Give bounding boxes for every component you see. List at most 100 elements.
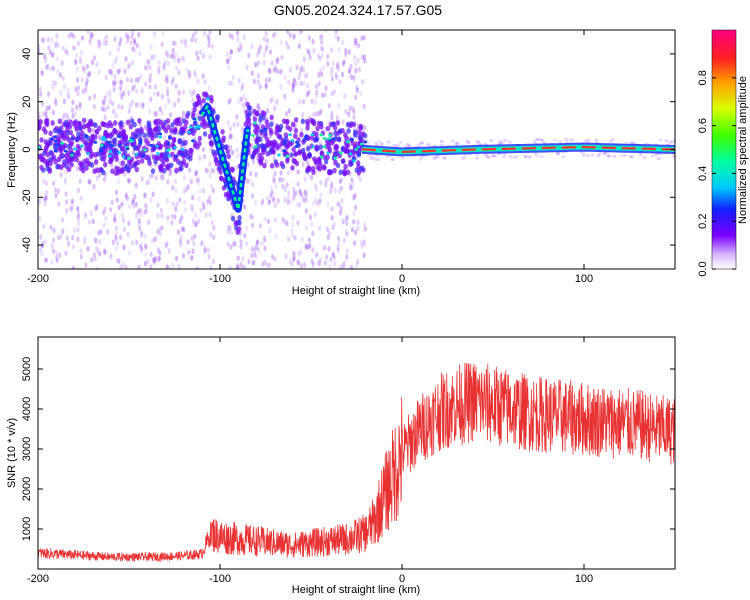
x-tick-label: 100	[575, 273, 593, 285]
spectrogram-speck	[207, 42, 211, 48]
spectrogram-speck	[131, 199, 135, 206]
spectrogram-speck	[345, 220, 349, 227]
spectrogram-speck	[143, 64, 148, 71]
spectrogram-speck	[308, 214, 312, 221]
spectrogram-peak	[54, 139, 58, 143]
spectrogram-peak	[53, 135, 58, 139]
spectrogram-speck	[38, 197, 42, 204]
spectrogram-speck	[354, 67, 358, 74]
spectrogram-speck	[294, 80, 298, 87]
spectrogram-speck	[127, 178, 132, 184]
spectrogram-speck	[320, 92, 325, 99]
spectrogram-halo	[540, 138, 545, 142]
spectrogram-speck	[361, 78, 365, 85]
spectrogram-speck	[51, 79, 55, 86]
spectrogram-speck	[187, 249, 191, 256]
spectrogram-speck	[115, 197, 119, 203]
spectrogram-speck	[133, 193, 137, 200]
spectrogram-band-speck	[153, 119, 158, 126]
spectrogram-speck	[40, 70, 44, 77]
spectrogram-speck	[149, 151, 153, 158]
spectrogram-speck	[88, 70, 92, 77]
spectrogram-speck	[173, 56, 177, 63]
spectrogram-halo	[398, 141, 403, 145]
spectrogram-speck	[292, 256, 296, 262]
spectrogram-speck	[296, 201, 300, 208]
spectrogram-band-speck	[284, 136, 289, 142]
spectrogram-speck	[253, 61, 258, 68]
spectrogram-speck	[264, 30, 268, 37]
spectrogram-band-speck	[103, 122, 108, 128]
spectrogram-speck	[276, 56, 280, 63]
spectrogram-speck	[330, 66, 334, 73]
spectrogram-speck	[75, 52, 79, 59]
spectrogram-speck	[124, 264, 128, 269]
spectrogram-band-speck	[113, 148, 119, 154]
spectrogram-band-speck	[207, 133, 213, 140]
spectrogram-band-speck	[120, 130, 126, 137]
spectrogram-band-speck	[133, 161, 138, 167]
spectrogram-speck	[193, 72, 197, 79]
spectrogram-speck	[174, 83, 178, 90]
spectrogram-speck	[124, 193, 128, 200]
spectrogram-band-speck	[255, 147, 260, 153]
spectrogram-halo	[490, 154, 495, 158]
spectrogram-halo	[527, 155, 532, 159]
spectrogram-band-speck	[223, 144, 228, 151]
spectrogram-peak	[63, 149, 68, 153]
spectrogram-speck	[135, 239, 139, 246]
spectrogram-halo	[656, 157, 661, 161]
spectrogram-halo	[379, 142, 384, 146]
spectrogram-speck	[255, 240, 259, 246]
spectrogram-speck	[206, 33, 210, 40]
spectrogram-band-speck	[120, 160, 126, 166]
spectrogram-speck	[352, 218, 356, 225]
spectrogram-band-speck	[214, 156, 219, 163]
spectrogram-band-speck	[260, 143, 265, 149]
spectrogram-speck	[251, 260, 255, 266]
spectrogram-speck	[96, 248, 100, 254]
spectrogram-speck	[355, 87, 359, 94]
spectrogram-band-speck	[220, 128, 225, 135]
spectrogram-speck	[270, 253, 275, 260]
spectrogram-speck	[134, 77, 138, 84]
spectrogram-speck	[128, 203, 132, 210]
spectrogram-speck	[79, 49, 84, 56]
spectrogram-speck	[67, 33, 71, 39]
spectrogram-speck	[255, 239, 260, 245]
spectrogram-band-speck	[123, 133, 129, 140]
spectrogram-speck	[148, 72, 153, 79]
spectrogram-speck	[247, 258, 251, 265]
spectrogram-band-speck	[179, 126, 185, 133]
spectrogram-band-speck	[278, 123, 284, 130]
spectrogram-speck	[318, 261, 322, 268]
spectrogram-speck	[126, 35, 130, 41]
spectrogram-speck	[39, 234, 43, 240]
spectrogram-band-speck	[56, 128, 61, 135]
spectrogram-speck	[304, 197, 308, 204]
spectrogram-speck	[175, 65, 179, 71]
spectrogram-speck	[258, 44, 262, 51]
spectrogram-speck	[300, 236, 304, 243]
spectrogram-speck	[50, 37, 54, 43]
spectrogram-speck	[76, 227, 80, 233]
spectrogram-speck	[271, 197, 275, 204]
spectrogram-speck	[242, 93, 246, 100]
colorbar: 0.00.20.40.60.8 Normalized spectral ampl…	[697, 29, 749, 277]
spectrogram-speck	[139, 228, 144, 235]
spectrogram-speck	[66, 114, 70, 121]
spectrogram-peak	[357, 153, 362, 156]
spectrogram-speck	[64, 169, 68, 175]
spectrogram-speck	[308, 243, 312, 249]
spectrogram-speck	[340, 71, 345, 78]
spectrogram-speck	[329, 70, 334, 77]
spectrogram-band-speck	[195, 93, 201, 100]
spectrogram-speck	[261, 261, 265, 268]
spectrogram-halo	[535, 154, 540, 158]
spectrogram-speck	[38, 216, 42, 222]
spectrogram-band-speck	[274, 162, 280, 168]
spectrogram-speck	[92, 55, 97, 61]
spectrogram-speck	[186, 239, 190, 245]
spectrogram-speck	[181, 89, 185, 95]
